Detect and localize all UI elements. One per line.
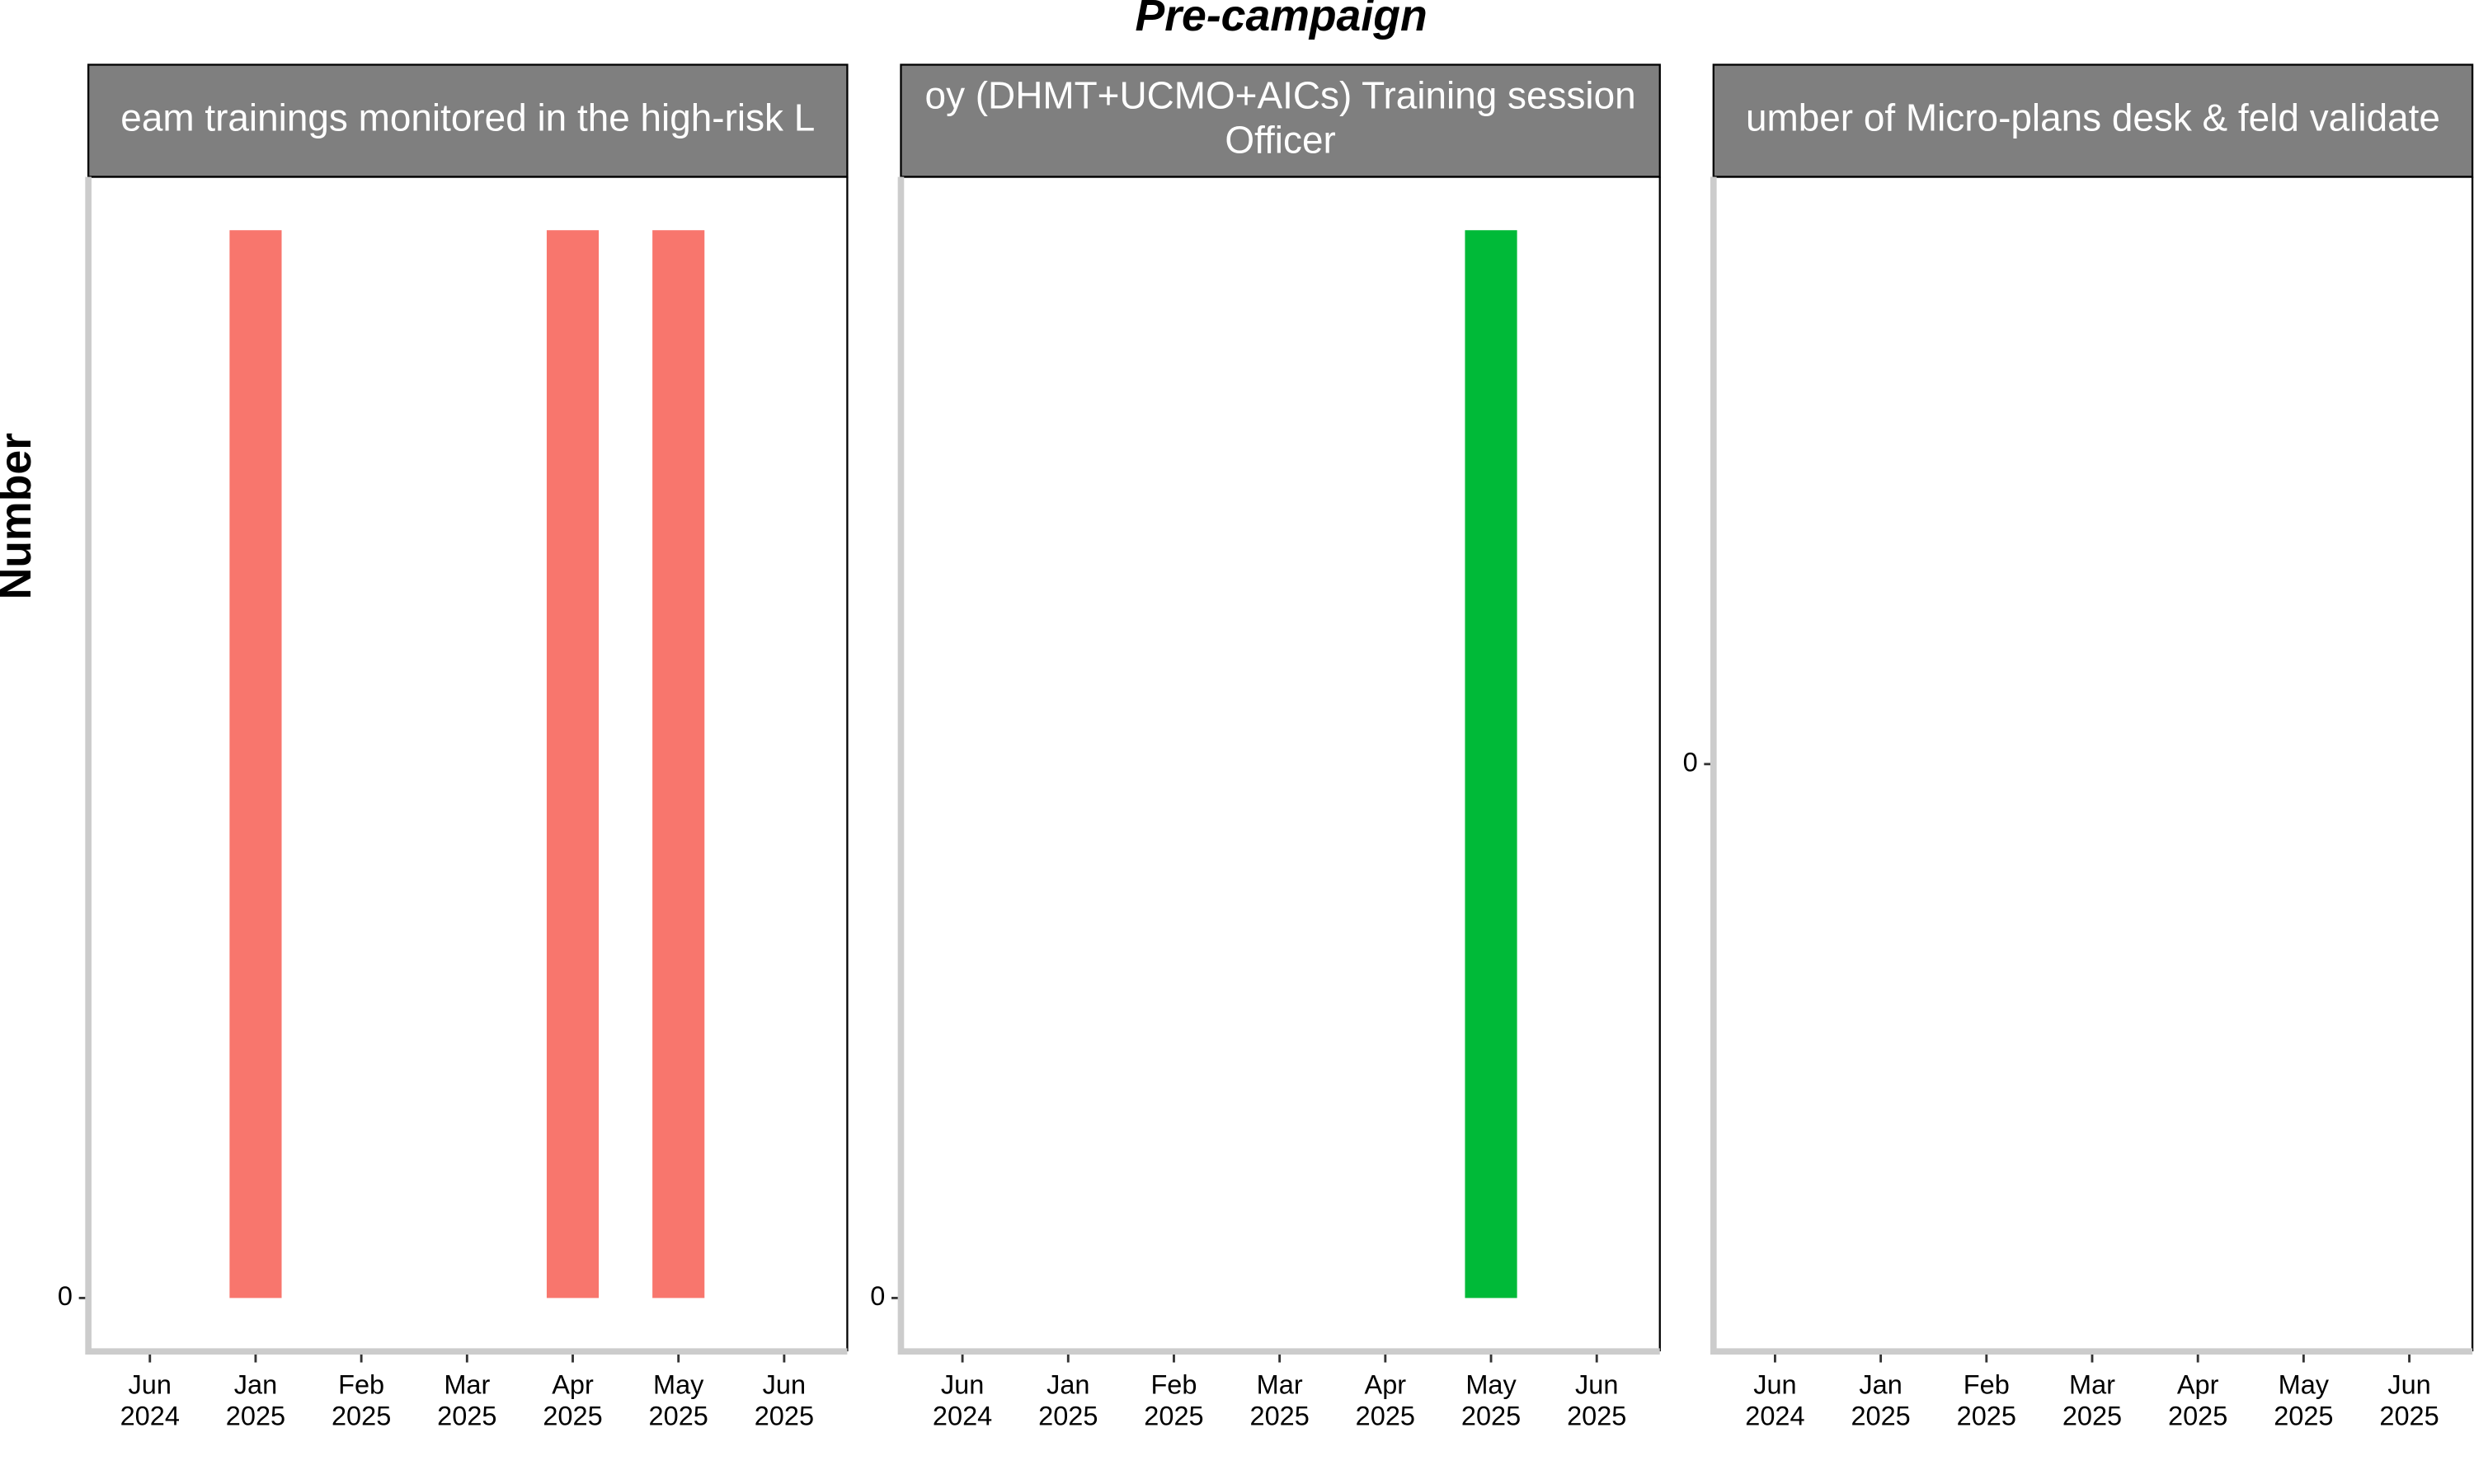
- facet-strip: [87, 63, 849, 178]
- x-tick-label: May 2025: [1461, 1369, 1521, 1430]
- facet-strip: [1712, 63, 2474, 178]
- bar: [546, 230, 600, 1298]
- chart-title: Pre-campaign: [1135, 0, 1427, 40]
- x-tick-label: Apr 2025: [2168, 1369, 2227, 1430]
- y-axis-label: Number: [0, 433, 40, 600]
- x-tick-label: Jan 2025: [1038, 1369, 1098, 1430]
- x-tick-label: Jan 2025: [226, 1369, 285, 1430]
- bar: [1465, 230, 1517, 1298]
- x-tick-label: Apr 2025: [543, 1369, 602, 1430]
- x-tick-label: Mar 2025: [1250, 1369, 1310, 1430]
- x-tick-label: May 2025: [2274, 1369, 2333, 1430]
- bar: [229, 230, 282, 1298]
- x-tick-label: Mar 2025: [2062, 1369, 2122, 1430]
- y-tick-label: 0: [870, 1281, 885, 1311]
- facet-title: eam trainings monitored in the high-risk…: [120, 96, 815, 139]
- x-tick-label: Jun 2025: [2379, 1369, 2439, 1430]
- x-tick-label: Jun 2025: [1567, 1369, 1626, 1430]
- x-tick-label: Jun 2024: [1745, 1369, 1804, 1430]
- facet-title: oy (DHMT+UCMO+AICs) Training session Offi…: [925, 74, 1636, 162]
- x-tick-label: Mar 2025: [437, 1369, 496, 1430]
- x-tick-label: Jun 2024: [933, 1369, 992, 1430]
- x-tick-label: Feb 2025: [1957, 1369, 2016, 1430]
- facet-strip: [900, 63, 1661, 178]
- x-tick-label: Feb 2025: [332, 1369, 391, 1430]
- y-tick-label: 0: [58, 1281, 73, 1311]
- bar: [652, 230, 705, 1298]
- x-tick-label: Jan 2025: [1851, 1369, 1910, 1430]
- x-tick-label: Jun 2025: [755, 1369, 814, 1430]
- x-tick-label: May 2025: [649, 1369, 708, 1430]
- x-tick-label: Apr 2025: [1356, 1369, 1415, 1430]
- x-tick-label: Jun 2024: [120, 1369, 180, 1430]
- facet-title: umber of Micro-plans desk & feld validat…: [1746, 96, 2440, 139]
- x-tick-label: Feb 2025: [1144, 1369, 1203, 1430]
- y-tick-label: 0: [1683, 747, 1698, 777]
